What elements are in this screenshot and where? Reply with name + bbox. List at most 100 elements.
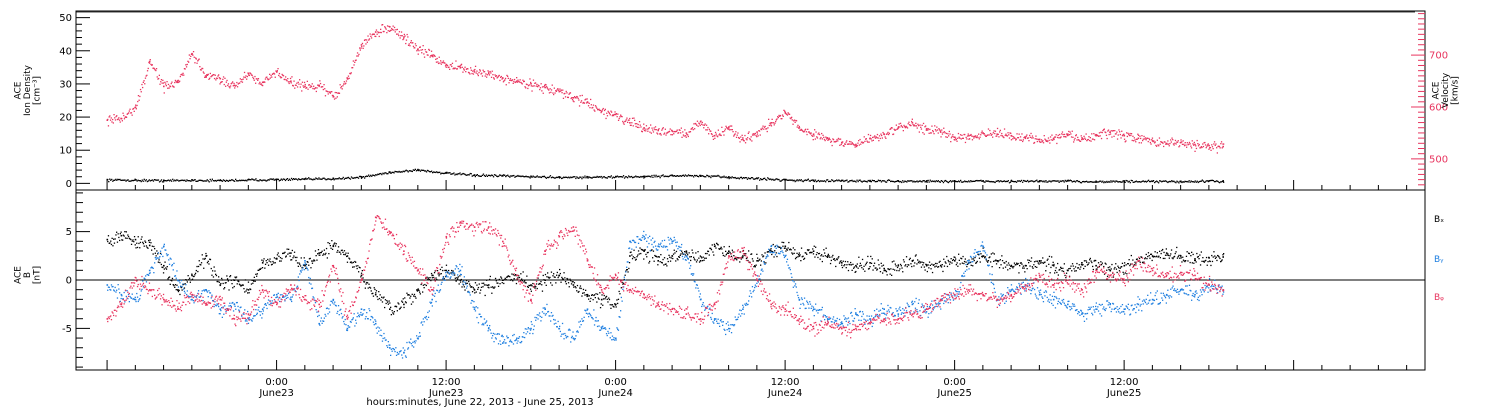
data-point — [832, 258, 835, 260]
data-point — [890, 268, 892, 270]
data-point — [247, 289, 250, 291]
data-point — [544, 84, 546, 87]
data-point — [1056, 136, 1059, 139]
data-point — [1000, 180, 1002, 182]
data-point — [138, 299, 140, 301]
data-point — [564, 277, 566, 279]
data-point — [253, 79, 255, 81]
data-point — [147, 247, 149, 249]
data-point — [455, 280, 457, 282]
data-point — [316, 178, 318, 180]
data-point — [202, 71, 204, 73]
data-point — [1188, 143, 1190, 145]
data-point — [218, 179, 221, 182]
data-point — [1138, 257, 1141, 259]
data-point — [645, 130, 647, 132]
data-point — [893, 180, 895, 183]
data-point — [885, 137, 887, 139]
data-point — [845, 179, 847, 182]
data-point — [460, 174, 462, 176]
data-point — [237, 83, 239, 85]
data-point — [865, 138, 867, 140]
data-point — [841, 141, 843, 144]
data-point — [828, 137, 830, 139]
data-point — [202, 300, 204, 302]
data-point — [145, 241, 147, 243]
data-point — [1111, 136, 1113, 138]
data-point — [882, 131, 884, 134]
data-point — [695, 261, 698, 263]
data-point — [1177, 256, 1179, 258]
data-point — [378, 297, 381, 300]
data-point — [1112, 130, 1114, 132]
data-point — [419, 170, 422, 172]
data-point — [798, 127, 801, 129]
data-point — [647, 130, 649, 132]
data-point — [277, 68, 279, 70]
data-point — [994, 130, 997, 132]
data-point — [331, 300, 333, 303]
data-point — [681, 252, 684, 254]
data-point — [567, 278, 569, 280]
data-point — [1098, 181, 1100, 183]
data-point — [897, 127, 900, 129]
data-point — [215, 305, 218, 307]
data-point — [249, 288, 251, 290]
data-point — [524, 282, 526, 284]
data-point — [147, 274, 149, 276]
data-point — [413, 293, 416, 296]
data-point — [1217, 181, 1220, 183]
data-point — [285, 256, 287, 258]
data-point — [666, 265, 668, 267]
data-point — [1027, 179, 1029, 182]
data-point — [488, 71, 490, 73]
data-point — [266, 78, 269, 80]
data-point — [405, 169, 407, 171]
data-point — [139, 298, 141, 300]
data-point — [379, 334, 381, 336]
data-point — [1010, 134, 1013, 137]
data-point — [276, 178, 278, 181]
data-point — [922, 122, 925, 125]
data-point — [751, 253, 753, 255]
data-point — [966, 263, 969, 265]
data-point — [975, 261, 978, 264]
data-point — [964, 133, 966, 136]
data-point — [113, 238, 115, 240]
data-point — [192, 275, 194, 278]
data-point — [196, 180, 198, 182]
data-point — [458, 65, 461, 67]
data-point — [1172, 143, 1175, 145]
data-point — [1074, 266, 1077, 268]
data-point — [1222, 180, 1224, 182]
data-point — [605, 296, 607, 298]
data-point — [381, 340, 384, 342]
data-point — [424, 283, 426, 286]
data-point — [1220, 141, 1223, 143]
data-point — [162, 181, 165, 183]
data-point — [221, 307, 223, 309]
data-point — [548, 176, 551, 178]
data-point — [573, 286, 575, 288]
data-point — [1145, 139, 1147, 141]
data-point — [426, 54, 428, 56]
data-point — [381, 301, 384, 303]
data-point — [1075, 135, 1077, 137]
data-point — [1032, 137, 1034, 139]
data-point — [883, 180, 886, 182]
data-point — [375, 320, 377, 322]
data-point — [1031, 266, 1033, 268]
data-point — [910, 124, 912, 127]
data-point — [380, 28, 382, 30]
data-point — [484, 294, 486, 297]
data-point — [433, 295, 436, 297]
data-point — [1223, 181, 1225, 183]
data-point — [546, 176, 548, 179]
data-point — [803, 257, 806, 259]
data-point — [1135, 258, 1138, 261]
data-point — [271, 263, 273, 265]
data-point — [529, 285, 531, 287]
data-point — [318, 85, 320, 88]
data-point — [730, 177, 732, 179]
data-point — [810, 252, 812, 254]
